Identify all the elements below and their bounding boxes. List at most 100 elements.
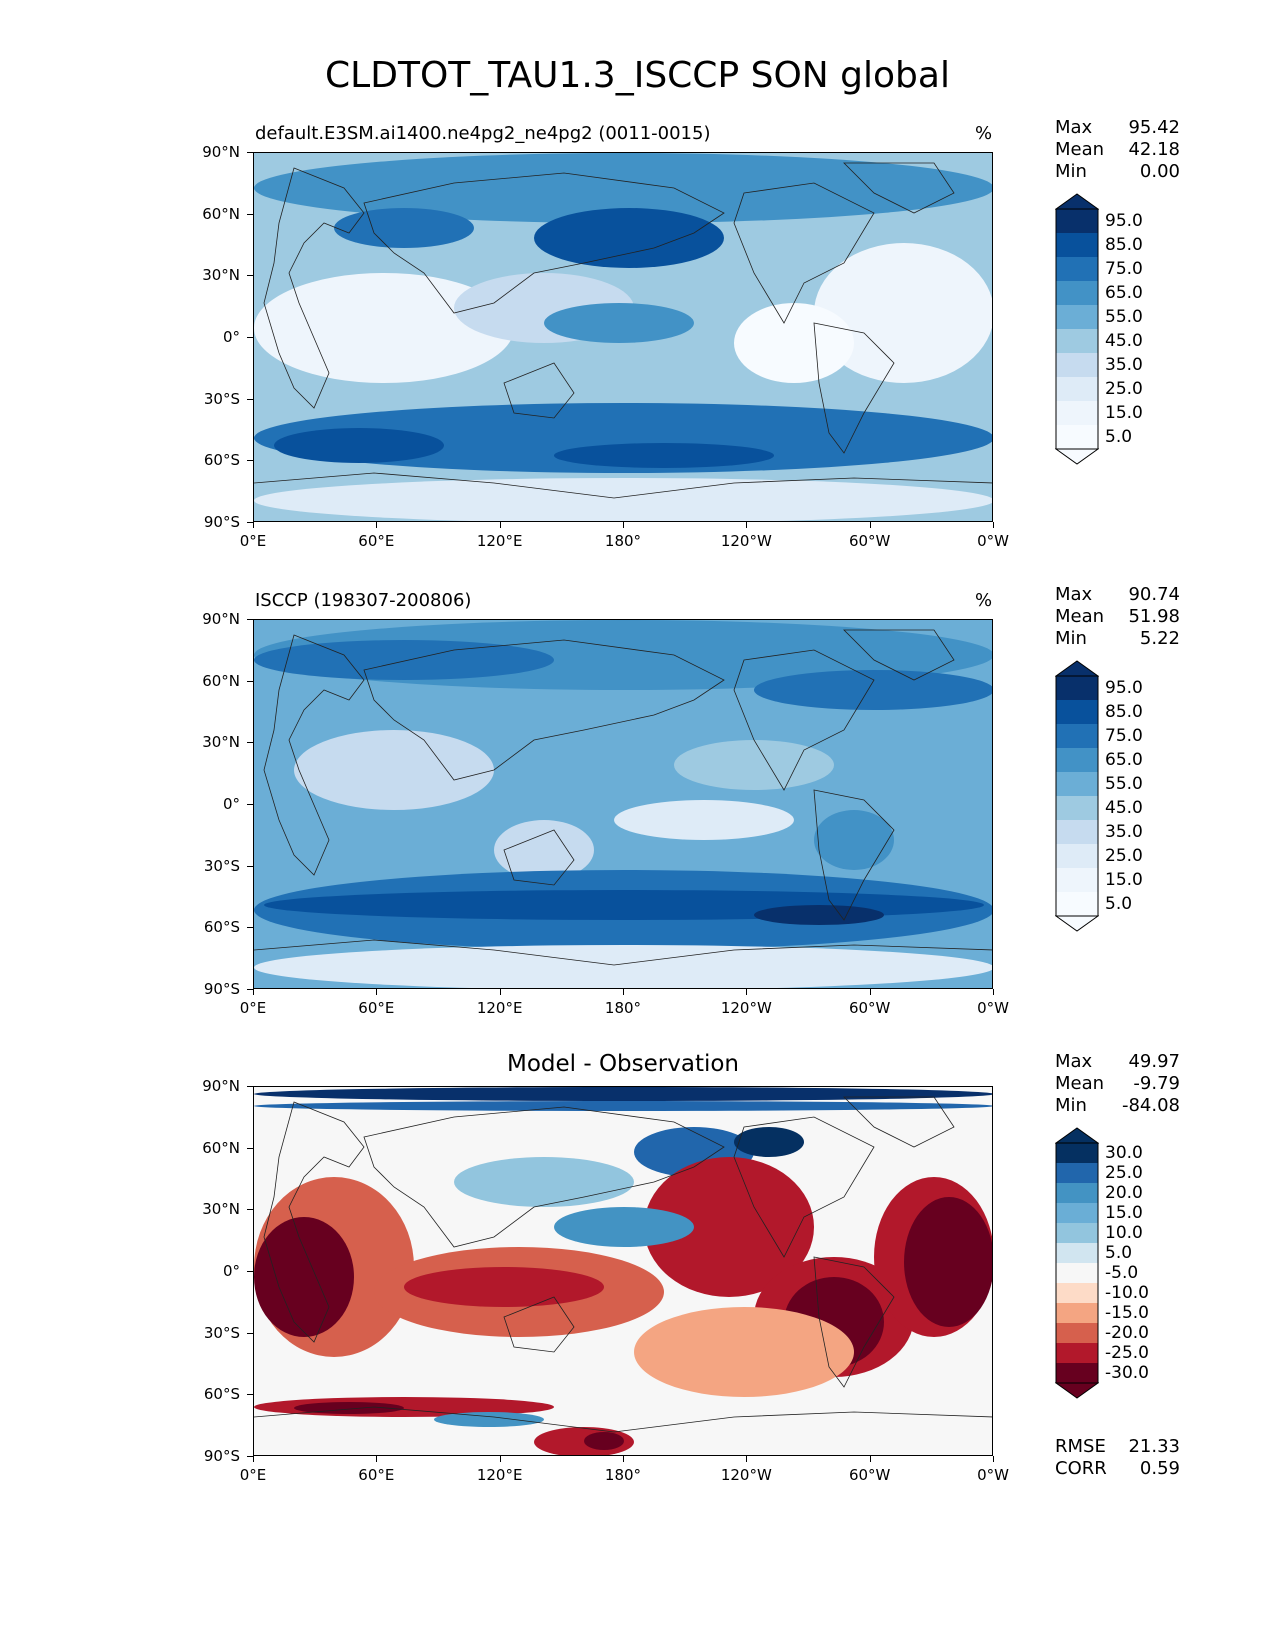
colorbar-tick-label: 5.0 <box>1105 894 1133 914</box>
coastline <box>843 162 955 214</box>
lat-tick-label: 90°S <box>203 1447 240 1465</box>
lat-tick-label: 60°N <box>202 204 240 223</box>
colorbar-segment <box>1056 1323 1098 1344</box>
colorbar-segment <box>1056 257 1098 282</box>
stat-value: 49.97 <box>1128 1051 1180 1072</box>
map-difference <box>253 1086 993 1456</box>
colorbar-tick-label: 55.0 <box>1105 307 1143 327</box>
colorbar-segment <box>1056 353 1098 378</box>
lat-tick-label: 0° <box>222 795 240 813</box>
stat-row: Min 5.22 <box>1055 628 1180 650</box>
stat-value: 5.22 <box>1139 628 1180 649</box>
lat-tick-mark <box>247 398 253 400</box>
colorbar-tick-label: 30.0 <box>1105 1143 1143 1163</box>
lat-tick-label: 60°S <box>203 918 240 937</box>
colorbar-tick-label: -20.0 <box>1105 1323 1149 1343</box>
colorbar-segment <box>1056 1263 1098 1284</box>
colorbar-extend-min <box>1054 1382 1100 1399</box>
colorbar-segment <box>1056 1303 1098 1324</box>
lat-tick-label: 90°N <box>202 1077 240 1095</box>
coastline <box>363 1106 725 1248</box>
panel-subtitle: Model - Observation <box>506 1051 740 1077</box>
colorbar-tick-label: -25.0 <box>1105 1343 1149 1363</box>
colorbar-tick-label: 15.0 <box>1105 403 1143 423</box>
stat-value: 0.00 <box>1139 161 1180 182</box>
stat-value: 0.59 <box>1139 1458 1180 1479</box>
colorbar <box>1054 1127 1100 1403</box>
colorbar-tick-label: 65.0 <box>1105 750 1143 770</box>
lon-tick-mark <box>623 1456 624 1462</box>
field-contour <box>254 153 992 223</box>
lat-tick-mark <box>247 1086 253 1087</box>
field-contour <box>334 208 474 248</box>
colorbar-segment <box>1056 820 1098 845</box>
panel-model: default.E3SM.ai1400.ne4pg2_ne4pg2 (0011-… <box>0 115 1275 555</box>
colorbar-tick-label: 95.0 <box>1105 678 1143 698</box>
field-contour <box>254 478 992 521</box>
colorbar-tick-label: 35.0 <box>1105 822 1143 842</box>
colorbar <box>1054 660 1100 936</box>
field-contour <box>734 1127 804 1157</box>
field-contour <box>494 820 594 880</box>
field-contour <box>644 1157 814 1297</box>
coastline <box>843 629 955 681</box>
lat-tick-label: 30°N <box>202 266 240 285</box>
lon-tick-mark <box>869 522 871 528</box>
lat-tick-mark <box>247 1456 253 1457</box>
lat-tick-mark <box>247 804 253 805</box>
colorbar-segment <box>1056 1243 1098 1264</box>
stat-label: Min <box>1055 161 1087 182</box>
colorbar-tick-label: -10.0 <box>1105 1283 1149 1303</box>
lon-tick-mark <box>746 522 748 528</box>
field-contour <box>254 945 992 988</box>
colorbar-tick-label: 55.0 <box>1105 774 1143 794</box>
stat-label: Min <box>1055 628 1087 649</box>
map-field-svg <box>254 1087 992 1455</box>
lon-tick-mark <box>993 989 994 995</box>
colorbar-frame <box>1055 208 1099 450</box>
map-model <box>253 152 993 522</box>
lon-tick-label: 0°E <box>239 1466 267 1484</box>
field-contour <box>274 428 444 463</box>
lat-tick-mark <box>247 1147 253 1149</box>
lat-tick-label: 90°S <box>203 513 240 531</box>
lat-tick-label: 30°S <box>203 1323 240 1342</box>
lat-tick-mark <box>247 522 253 523</box>
field-contour <box>454 1157 634 1207</box>
lon-tick-label: 60°W <box>848 1466 891 1484</box>
colorbar-tick-label: 5.0 <box>1105 427 1133 447</box>
colorbar-segment <box>1056 1363 1098 1384</box>
colorbar-frame <box>1055 1142 1099 1384</box>
panel-subtitle: default.E3SM.ai1400.ne4pg2_ne4pg2 (0011-… <box>255 123 711 144</box>
lon-tick-mark <box>376 522 378 528</box>
field-contour <box>254 640 554 680</box>
colorbar-tick-label: -5.0 <box>1105 1263 1139 1283</box>
lon-tick-label: 120°E <box>476 1466 523 1484</box>
colorbar-segment <box>1056 892 1098 917</box>
colorbar-extend-max <box>1054 1127 1100 1144</box>
stat-row: Max 90.74 <box>1055 584 1180 606</box>
panel-difference: Model - Observation Max 49.97 Mean -9.79 Min… <box>0 1049 1275 1489</box>
coastline <box>263 1101 365 1343</box>
field-contour <box>254 1217 354 1337</box>
lon-tick-label: 60°E <box>358 1466 395 1484</box>
colorbar-tick-label: 5.0 <box>1105 1243 1133 1263</box>
lon-tick-mark <box>499 522 501 528</box>
lon-tick-mark <box>623 522 624 528</box>
lon-tick-label: 60°E <box>358 532 395 550</box>
colorbar-tick-label: 15.0 <box>1105 1203 1143 1223</box>
lat-tick-mark <box>247 1332 253 1334</box>
stat-label: RMSE <box>1055 1436 1106 1457</box>
figure-title: CLDTOT_TAU1.3_ISCCP SON global <box>325 55 950 96</box>
lat-tick-label: 90°S <box>203 980 240 998</box>
lat-tick-label: 90°N <box>202 610 240 628</box>
coastline <box>363 172 725 314</box>
lon-tick-label: 0°E <box>239 532 267 550</box>
coastline <box>813 789 895 921</box>
stat-label: Mean <box>1055 1073 1105 1094</box>
field-contour <box>544 303 694 343</box>
lon-tick-mark <box>623 989 624 995</box>
stats-block: Max 95.42 Mean 42.18 Min 0.00 <box>1055 117 1180 183</box>
colorbar-segment <box>1056 1203 1098 1224</box>
lat-tick-mark <box>247 619 253 620</box>
